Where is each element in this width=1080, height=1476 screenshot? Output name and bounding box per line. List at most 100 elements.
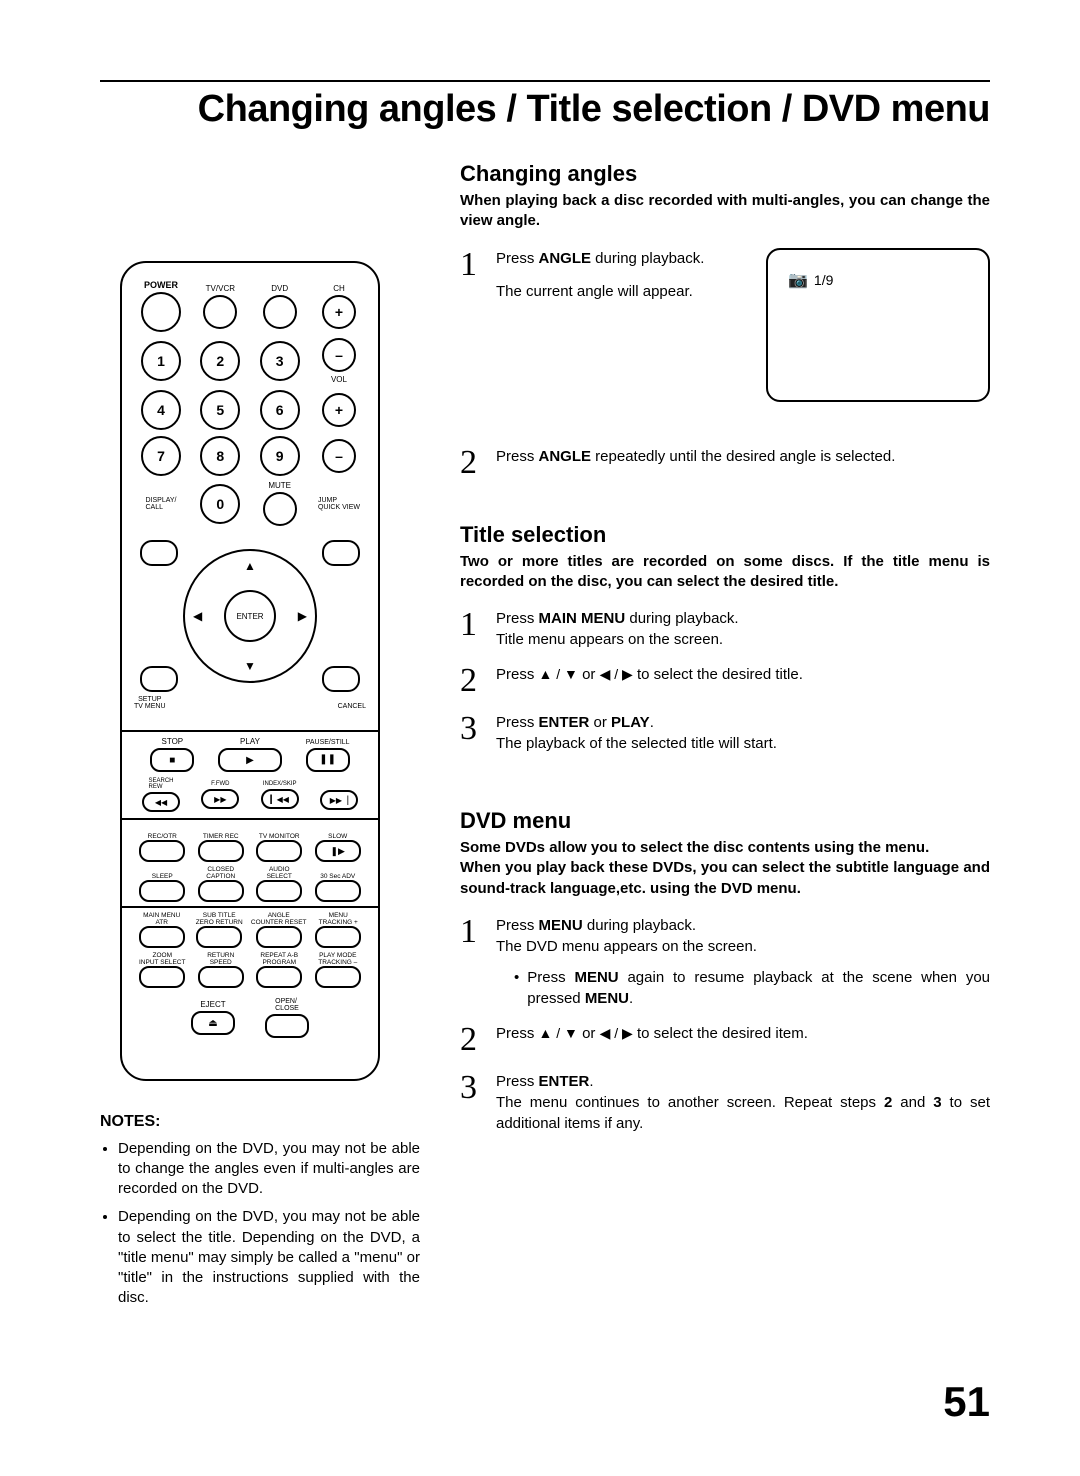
num-6[interactable]: 6 [260, 390, 300, 430]
t: The current angle will appear. [496, 283, 693, 300]
t: . [629, 990, 633, 1007]
vol-up-button[interactable]: + [322, 393, 356, 427]
t: during playback. [591, 250, 704, 267]
dvd-cell: DVD [255, 285, 305, 329]
vol-down-button[interactable]: – [322, 439, 356, 473]
cc-button[interactable] [198, 880, 244, 902]
num-8[interactable]: 8 [200, 436, 240, 476]
timerrec-button[interactable] [198, 840, 244, 862]
angle-button[interactable] [256, 926, 302, 948]
step-body: Press ▲ / ▼ or ◀ / ▶ to select the desir… [496, 1023, 990, 1044]
ch-up-button[interactable]: + [322, 295, 356, 329]
dvd-step-2: 2 Press ▲ / ▼ or ◀ / ▶ to select the des… [460, 1023, 990, 1057]
menu-label: MENU TRACKING + [319, 912, 358, 926]
playmode-label: PLAY MODE TRACKING – [318, 952, 357, 966]
playmode-button[interactable] [315, 966, 361, 988]
osd-display: 📷 1/9 [766, 248, 990, 402]
cancel-label: CANCEL [338, 703, 366, 710]
page-title: Changing angles / Title selection / DVD … [100, 88, 990, 131]
menu-button[interactable] [315, 926, 361, 948]
num-5[interactable]: 5 [200, 390, 240, 430]
skip-back-button[interactable]: ▎◀◀ [261, 789, 299, 809]
angles-step-2: 2 Press ANGLE repeatedly until the desir… [460, 446, 990, 480]
skip-fwd-button[interactable]: ▶▶▕ [320, 790, 358, 810]
t: and [892, 1094, 933, 1111]
title-rule [100, 80, 990, 82]
audio-button[interactable] [256, 880, 302, 902]
ch-down-button[interactable]: – [322, 338, 356, 372]
step-number: 2 [460, 1023, 486, 1057]
osd-content: 📷 1/9 [788, 270, 833, 292]
dvd-button[interactable] [263, 295, 297, 329]
setup-button[interactable] [140, 666, 178, 692]
osd-text: 1/9 [814, 271, 833, 291]
mute-button[interactable] [263, 492, 297, 526]
ffwd-button[interactable]: ▶▶ [201, 789, 239, 809]
tvmon-label: TV MONITOR [259, 826, 300, 840]
slow-button[interactable]: ❚▶ [315, 840, 361, 862]
page-number: 51 [943, 1378, 990, 1426]
num-4[interactable]: 4 [141, 390, 181, 430]
t: ANGLE [539, 250, 592, 267]
slow-label: SLOW [328, 826, 347, 840]
subtitle-button[interactable] [196, 926, 242, 948]
t: PLAY [611, 714, 650, 731]
title-step-1: 1 Press MAIN MENU during playback. Title… [460, 608, 990, 650]
adv-label: 30 Sec ADV [320, 866, 355, 880]
divider-2 [122, 818, 378, 820]
title-step-3: 3 Press ENTER or PLAY. The playback of t… [460, 712, 990, 754]
dpad-down-icon: ▼ [244, 659, 256, 673]
num-2[interactable]: 2 [200, 341, 240, 381]
return-button[interactable] [198, 966, 244, 988]
mainmenu-button[interactable] [139, 926, 185, 948]
note-item: Depending on the DVD, you may not be abl… [118, 1139, 420, 1200]
enter-button[interactable]: ENTER [224, 590, 276, 642]
step-body: Press ENTER. The menu continues to anoth… [496, 1071, 990, 1134]
rew-button[interactable]: ◀◀ [142, 792, 180, 812]
zoom-label: ZOOM INPUT SELECT [139, 952, 185, 966]
transport-row-1: STOP ■ PLAY ▶ PAUSE/STILL ❚❚ [136, 738, 364, 772]
num-0[interactable]: 0 [200, 484, 240, 524]
power-label: POWER [144, 281, 178, 290]
pause-button[interactable]: ❚❚ [306, 748, 350, 772]
dpad-ring[interactable]: ▲ ▼ ◀ ▶ ENTER [183, 549, 317, 683]
section-dvd: DVD menu Some DVDs allow you to select t… [460, 808, 990, 1134]
cancel-button[interactable] [322, 666, 360, 692]
page: Changing angles / Title selection / DVD … [0, 0, 1080, 1476]
sleep-button[interactable] [139, 880, 185, 902]
repeat-button[interactable] [256, 966, 302, 988]
dvd-label: DVD [271, 285, 288, 293]
ch-label: CH [333, 285, 345, 293]
num-3[interactable]: 3 [260, 341, 300, 381]
step-body: Press MENU during playback. The DVD menu… [496, 915, 990, 1009]
step-body: Press ENTER or PLAY. The playback of the… [496, 712, 990, 754]
recotr-label: REC/OTR [148, 826, 177, 840]
divider-3 [122, 906, 378, 908]
jump-button[interactable] [322, 540, 360, 566]
t: to select the desired item. [633, 1025, 808, 1042]
t: MAIN MENU [539, 610, 626, 627]
title-step-2: 2 Press ▲ / ▼ or ◀ / ▶ to select the des… [460, 664, 990, 698]
zoom-button[interactable] [139, 966, 185, 988]
t: Press [496, 666, 539, 683]
open-label: OPEN/ CLOSE [275, 998, 299, 1012]
tvmon-button[interactable] [256, 840, 302, 862]
t: Press MENU again to resume playback at t… [527, 967, 990, 1009]
tvvcr-button[interactable] [203, 295, 237, 329]
power-button[interactable] [141, 292, 181, 332]
open-button[interactable] [265, 1014, 309, 1038]
stop-button[interactable]: ■ [150, 748, 194, 772]
bullet-icon: • [514, 967, 519, 1009]
adv-button[interactable] [315, 880, 361, 902]
recotr-button[interactable] [139, 840, 185, 862]
right-column: Changing angles When playing back a disc… [460, 161, 990, 1317]
fn-grid-3: MAIN MENU ATR SUB TITLE ZERO RETURN ANGL… [136, 912, 364, 948]
eject-button[interactable]: ⏏ [191, 1011, 235, 1035]
num-1[interactable]: 1 [141, 341, 181, 381]
subtitle-label: SUB TITLE ZERO RETURN [196, 912, 243, 926]
display-button[interactable] [140, 540, 178, 566]
play-button[interactable]: ▶ [218, 748, 282, 772]
num-7[interactable]: 7 [141, 436, 181, 476]
num-9[interactable]: 9 [260, 436, 300, 476]
pause-label: PAUSE/STILL [306, 739, 350, 746]
